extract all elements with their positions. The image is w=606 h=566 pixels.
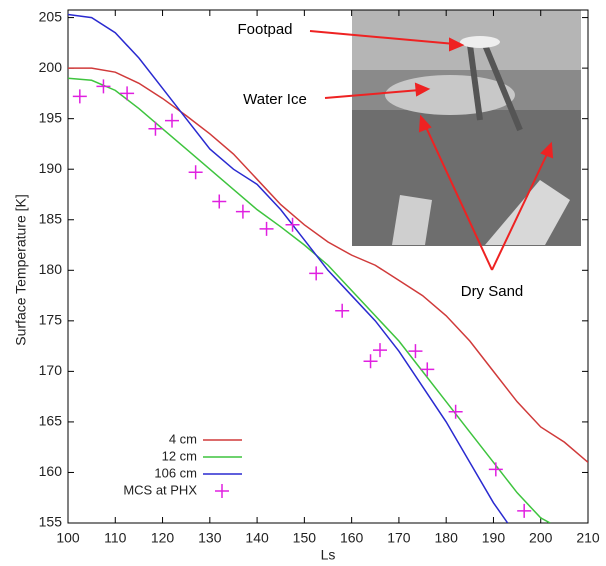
plot-frame — [67, 9, 589, 524]
scatter-point — [335, 303, 350, 318]
scatter-point — [72, 89, 87, 104]
x-tick-label: 190 — [482, 530, 506, 546]
annotation: Footpad — [237, 21, 292, 38]
x-tick-label: 110 — [104, 530, 127, 546]
y-tick-label: 180 — [39, 261, 63, 277]
scatter-point — [259, 221, 274, 236]
y-tick-label: 190 — [39, 160, 63, 176]
x-tick-label: 160 — [340, 530, 364, 546]
x-axis-label: Ls — [321, 547, 336, 563]
inset-photo — [352, 10, 581, 246]
scatter-point — [408, 344, 423, 359]
legend-label: 4 cm — [169, 431, 197, 446]
arrows — [309, 30, 554, 271]
x-tick-label: 180 — [435, 530, 459, 546]
scatter-point — [148, 121, 163, 136]
scatter-point — [165, 113, 179, 128]
scatter-point — [517, 503, 532, 518]
scatter-point — [488, 462, 503, 477]
x-tick-label: 200 — [529, 530, 553, 546]
annotation: Water Ice — [243, 91, 307, 108]
scatter-point — [212, 194, 227, 209]
scatter-point — [235, 204, 250, 219]
legend-swatch — [215, 484, 229, 498]
scatter-point — [309, 266, 324, 281]
x-tick-label: 170 — [387, 530, 411, 546]
y-tick-label: 165 — [39, 413, 63, 429]
y-tick-label: 175 — [39, 312, 63, 328]
x-tick-label: 150 — [293, 530, 317, 546]
x-tick-label: 140 — [245, 530, 269, 546]
y-tick-label: 155 — [39, 514, 63, 530]
y-axis-label: Surface Temperature [K] — [13, 194, 29, 345]
scatter-point — [96, 79, 111, 94]
scatter-point — [120, 86, 135, 101]
y-tick-label: 200 — [39, 59, 63, 75]
x-tick-label: 120 — [151, 530, 175, 546]
line-series — [68, 67, 588, 463]
legend-label: 106 cm — [154, 465, 197, 480]
scatter-point — [285, 217, 300, 232]
y-tick-label: 170 — [39, 362, 63, 378]
y-tick-label: 185 — [39, 210, 63, 226]
legend-label: MCS at PHX — [123, 482, 197, 497]
scatter-point — [188, 165, 203, 180]
y-tick-label: 160 — [39, 463, 63, 479]
scatter-point — [420, 362, 435, 377]
scatter-point — [363, 354, 378, 369]
x-tick-label: 130 — [198, 530, 222, 546]
x-tick-label: 100 — [56, 530, 80, 546]
y-tick-label: 205 — [39, 8, 63, 24]
annotation: Dry Sand — [461, 283, 524, 300]
legend-label: 12 cm — [162, 448, 197, 463]
y-tick-label: 195 — [39, 109, 63, 125]
scatter-point — [448, 404, 463, 419]
scatter-point — [373, 343, 387, 358]
x-tick-label: 210 — [576, 530, 600, 546]
